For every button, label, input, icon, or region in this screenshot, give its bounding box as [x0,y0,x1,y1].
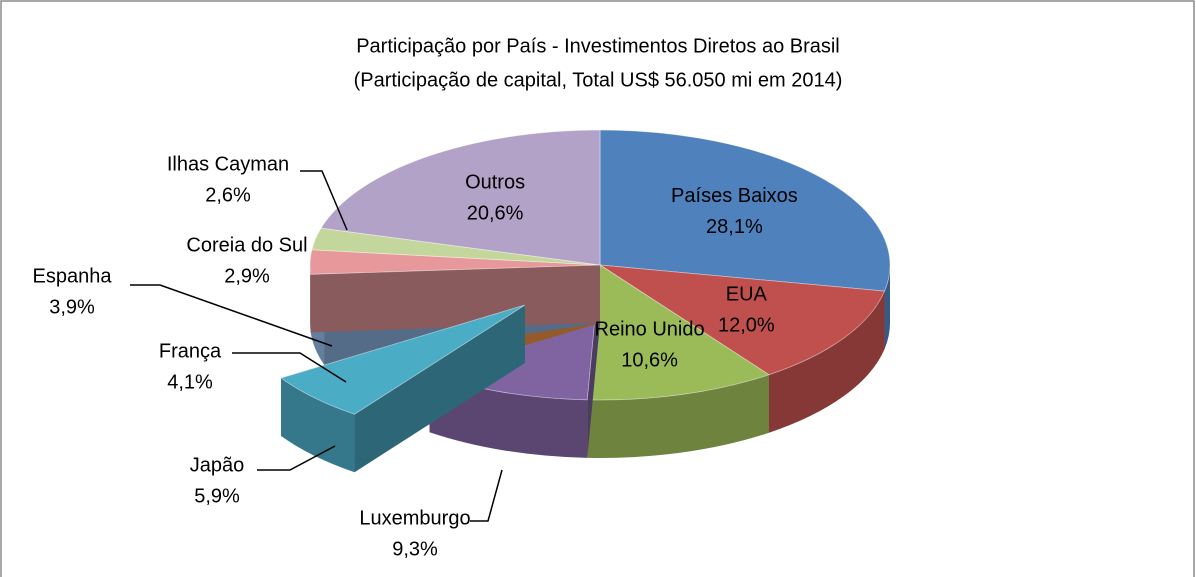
data-label-name: Coreia do Sul [186,234,307,256]
data-label-value: 4,1% [167,371,213,393]
chart-subtitle: (Participação de capital, Total US$ 56.0… [354,69,843,91]
slice-inner-side [310,265,600,333]
data-label-name: Reino Unido [595,319,705,341]
leader-line [232,352,347,383]
data-label-name: Luxemburgo [359,507,470,529]
data-label-value: 12,0% [718,315,775,337]
slice-top [280,304,526,415]
data-label-value: 2,9% [224,265,270,287]
slice-side [884,265,890,350]
data-label-value: 5,9% [194,485,240,507]
data-label-name: Espanha [33,265,113,287]
data-label-name: EUA [726,284,768,306]
slice-top [586,264,770,401]
slice-side [768,291,885,433]
slice-side [587,374,769,459]
leader-line [300,170,348,231]
slice-top [599,264,886,376]
data-label-value: 3,9% [49,296,95,318]
data-label-value: 20,6% [467,203,524,225]
slice-side [281,378,355,473]
leader-line [257,445,336,471]
slice-top [320,129,601,266]
slice-side [310,265,311,333]
data-label-value: 10,6% [621,350,678,372]
data-label-name: França [159,340,222,362]
data-label-value: 28,1% [706,216,763,238]
leader-line [130,284,333,347]
slice [280,304,526,473]
data-label-name: Japão [190,454,245,476]
data-label-name: Ilhas Cayman [167,153,289,175]
chart-title: Participação por País - Investimentos Di… [356,35,840,57]
data-label-value: 9,3% [392,538,438,560]
slice-top [599,129,891,292]
data-label-name: Países Baixos [671,185,798,207]
data-label-value: 2,6% [205,184,251,206]
slice [309,249,601,333]
leader-line [470,469,503,522]
data-label-name: Outros [465,172,525,194]
slice [320,129,601,266]
